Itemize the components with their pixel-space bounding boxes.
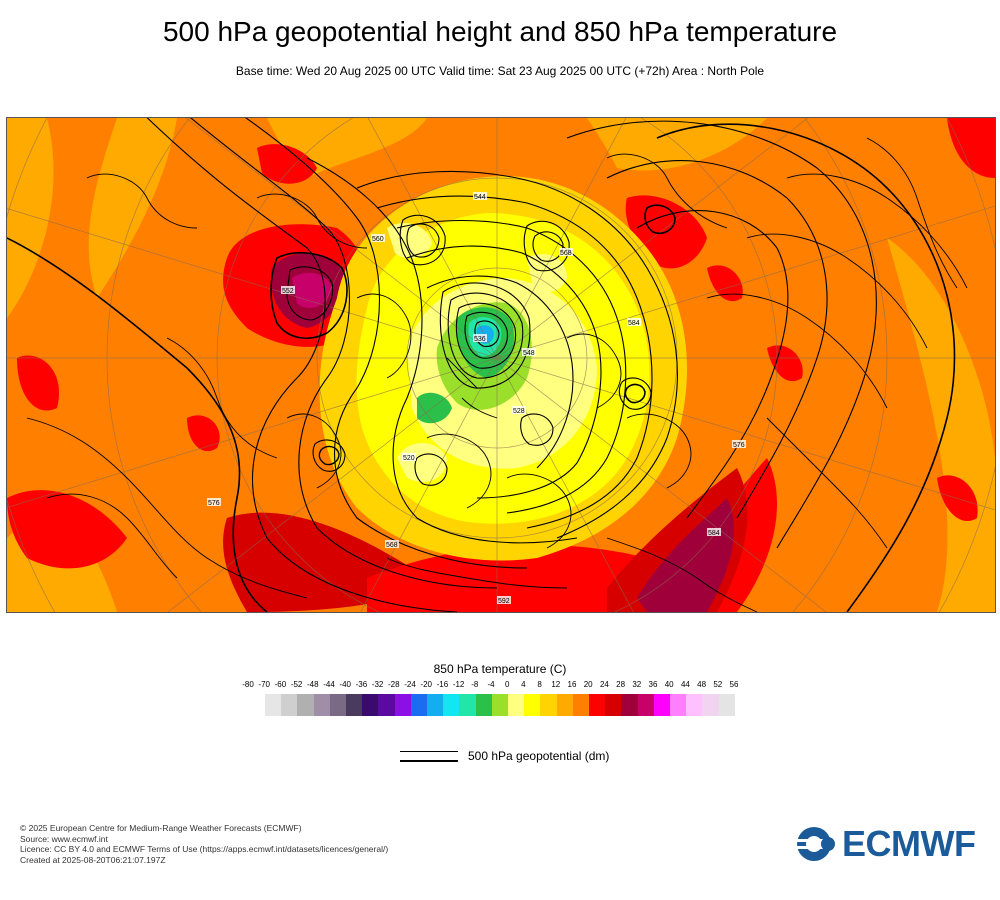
contour-label: 584 (628, 320, 640, 327)
colorbar-tick-label: -28 (388, 680, 400, 689)
colorbar-swatch (410, 694, 427, 716)
colorbar-tick-label: 12 (551, 680, 561, 689)
colorbar-swatch (556, 694, 573, 716)
footer-line: © 2025 European Centre for Medium-Range … (20, 823, 302, 833)
colorbar-tick-label: 44 (680, 680, 690, 689)
geopotential-contours (7, 118, 956, 612)
ecmwf-logo: ECMWF (794, 824, 984, 864)
colorbar-tick-label: 8 (537, 680, 542, 689)
map-canvas: 552 576 560 568 584 544 536 528 548 520 (7, 118, 995, 612)
colorbar-tick-label: 56 (729, 680, 739, 689)
colorbar-tick-label: -48 (307, 680, 319, 689)
colorbar-tick-label: 24 (599, 680, 609, 689)
colorbar-swatch (718, 694, 735, 716)
colorbar-tick-label: -12 (452, 680, 465, 689)
chart-title: 500 hPa geopotential height and 850 hPa … (162, 16, 838, 47)
colorbar-swatch (265, 694, 282, 716)
colorbar-tick-label: -60 (274, 680, 287, 689)
contour-label: 592 (498, 598, 510, 605)
colorbar-swatch (670, 694, 687, 716)
colorbar-tick-label: 36 (648, 680, 658, 689)
colorbar-swatch (475, 694, 492, 716)
colorbar-tick-label: -4 (487, 680, 495, 689)
colorbar-swatch (686, 694, 703, 716)
graticule (7, 118, 995, 612)
colorbar-swatch (394, 694, 411, 716)
colorbar-swatch (362, 694, 379, 716)
colorbar-swatch (653, 694, 670, 716)
colorbar-swatch (346, 694, 363, 716)
colorbar-tick-label: -52 (290, 680, 303, 689)
contour-label: 536 (474, 336, 486, 343)
footer-line: Licence: CC BY 4.0 and ECMWF Terms of Us… (20, 844, 389, 854)
contour-label: 544 (474, 194, 486, 201)
copyright-footer: © 2025 European Centre for Medium-Range … (20, 823, 388, 865)
colorbar-tick-label: 48 (697, 680, 707, 689)
footer-line: Created at 2025-08-20T06:21:07.197Z (20, 854, 166, 865)
colorbar-tick-label: -80 (242, 680, 254, 689)
colorbar-swatch (702, 694, 719, 716)
ecmwf-logo-text: ECMWF (842, 823, 976, 864)
contour-label: 560 (372, 236, 384, 243)
colorbar-title: 850 hPa temperature (C) (433, 662, 567, 676)
colorbar-swatch (621, 694, 638, 716)
colorbar-swatch (637, 694, 654, 716)
contour-label: 528 (513, 408, 525, 415)
contour-label: 576 (733, 442, 745, 449)
footer-line: Source: www.ecmwf.int (20, 833, 108, 844)
ecmwf-logo-icon (794, 827, 840, 861)
colorbar-swatch (427, 694, 444, 716)
colorbar-swatch (540, 694, 557, 716)
colorbar-tick-label: 20 (583, 680, 593, 689)
colorbar-tick-label: -8 (471, 680, 479, 689)
colorbar-swatch (572, 694, 589, 716)
colorbar-tick-label: 4 (521, 680, 526, 689)
contour-label: 576 (208, 500, 220, 507)
colorbar-swatch (297, 694, 314, 716)
colorbar-tick-label: 52 (713, 680, 723, 689)
colorbar-swatch (605, 694, 622, 716)
colorbar-tick-label: 40 (664, 680, 674, 689)
colorbar-tick-label: 28 (616, 680, 626, 689)
colorbar-tick-label: -24 (404, 680, 416, 689)
legend-label: 500 hPa geopotential (dm) (468, 749, 610, 763)
colorbar-swatch (329, 694, 346, 716)
colorbar-tick-label: -16 (436, 680, 449, 689)
geopotential-legend: 500 hPa geopotential (dm) (400, 749, 700, 769)
colorbar-tick-label: 32 (632, 680, 642, 689)
contour-label: 568 (386, 542, 398, 549)
colorbar-swatch (443, 694, 460, 716)
colorbar-tick-label: 0 (504, 680, 510, 689)
colorbar-swatch (491, 694, 508, 716)
contour-label: 584 (708, 530, 720, 537)
colorbar-tick-label: 16 (567, 680, 577, 689)
colorbar-tick-label: -70 (258, 680, 270, 689)
colorbar-swatch (281, 694, 298, 716)
contour-label: 548 (523, 350, 535, 357)
colorbar-swatch (313, 694, 330, 716)
contour-labels: 552 576 560 568 584 544 536 528 548 520 (207, 192, 746, 605)
coastlines (26, 137, 968, 612)
contour-label: 520 (403, 455, 415, 462)
colorbar-tick-label: -40 (339, 680, 351, 689)
colorbar-tick-label: -44 (323, 680, 335, 689)
colorbar-tick-label: -36 (355, 680, 368, 689)
colorbar-swatch (459, 694, 476, 716)
north-pole-map: 552 576 560 568 584 544 536 528 548 520 (6, 117, 996, 613)
legend-line-sample (400, 749, 458, 762)
colorbar-swatch (589, 694, 606, 716)
colorbar-swatch (378, 694, 395, 716)
colorbar-tick-label: -20 (420, 680, 432, 689)
contour-label: 568 (560, 250, 572, 257)
colorbar-swatch (524, 694, 541, 716)
colorbar: -80 -70 -60 -52 -48 -44 -40 -36 -32 -28 -24 -20 -16-… (242, 680, 768, 720)
contour-label: 552 (282, 288, 294, 295)
colorbar-swatch (508, 694, 525, 716)
colorbar-tick-label: -32 (371, 680, 384, 689)
chart-subtitle: Base time: Wed 20 Aug 2025 00 UTC Valid … (235, 64, 765, 78)
